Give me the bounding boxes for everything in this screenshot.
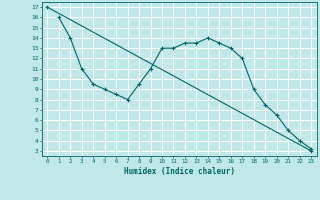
X-axis label: Humidex (Indice chaleur): Humidex (Indice chaleur) [124, 167, 235, 176]
